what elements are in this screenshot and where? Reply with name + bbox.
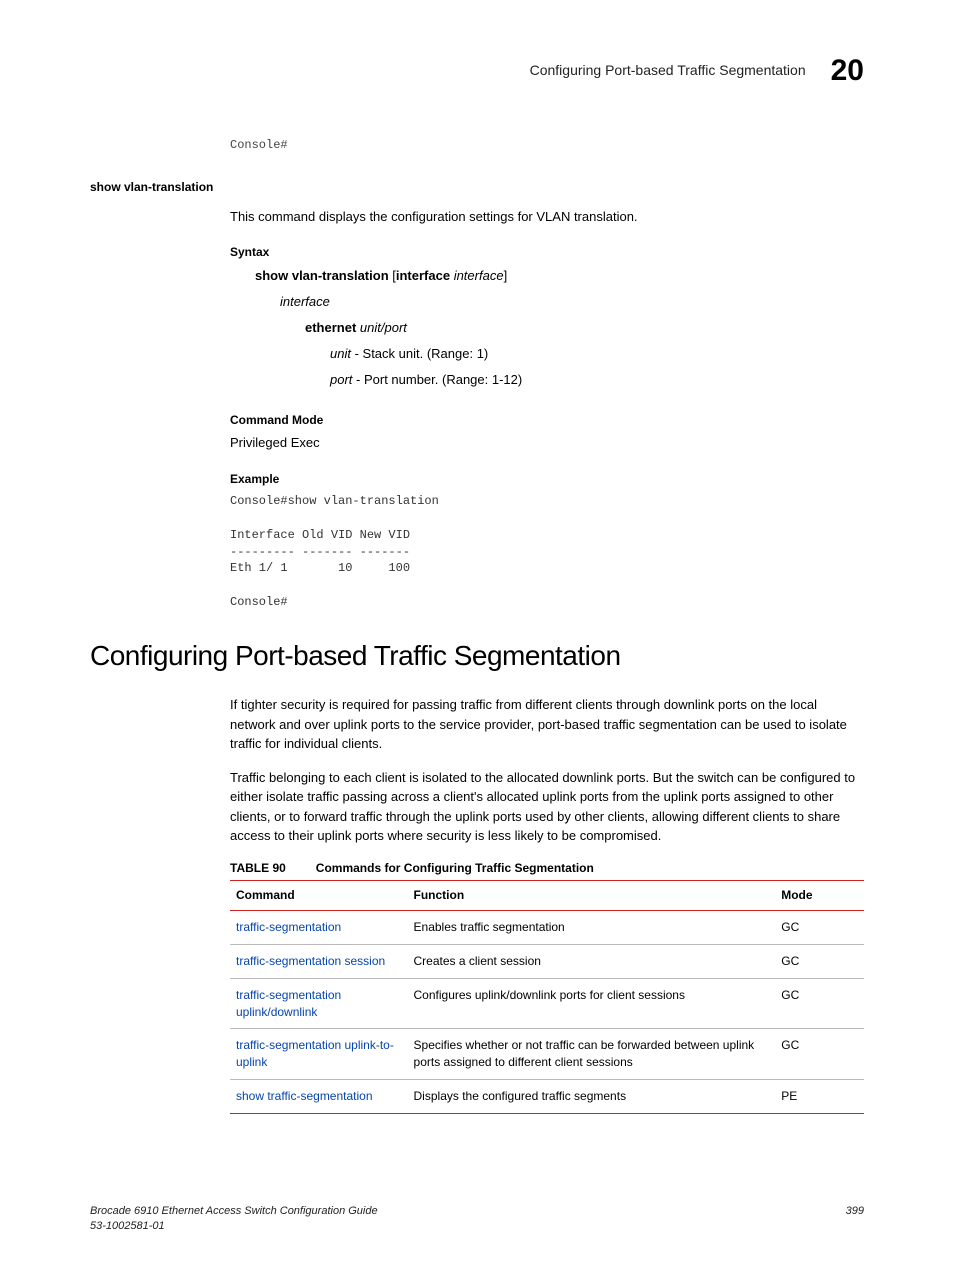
table-row: traffic-segmentation uplink/downlink Con…: [230, 978, 864, 1029]
table-row: traffic-segmentation uplink-to-uplink Sp…: [230, 1029, 864, 1080]
cmd-function: Displays the configured traffic segments: [408, 1079, 776, 1113]
param-port: port - Port number. (Range: 1-12): [330, 371, 864, 389]
console-prompt-top: Console#: [230, 137, 864, 154]
col-function: Function: [408, 881, 776, 911]
footer-doc-title: Brocade 6910 Ethernet Access Switch Conf…: [90, 1204, 378, 1219]
example-heading: Example: [230, 471, 864, 488]
syntax-heading: Syntax: [230, 244, 864, 261]
cmd-mode: PE: [775, 1079, 864, 1113]
table-caption: TABLE 90 Commands for Configuring Traffic…: [230, 860, 864, 877]
cmd-mode: GC: [775, 944, 864, 978]
chapter-number: 20: [831, 50, 864, 92]
cmd-mode: GC: [775, 1029, 864, 1080]
table-row: show traffic-segmentation Displays the c…: [230, 1079, 864, 1113]
page-footer: Brocade 6910 Ethernet Access Switch Conf…: [90, 1204, 864, 1235]
table-row: traffic-segmentation session Creates a c…: [230, 944, 864, 978]
footer-left: Brocade 6910 Ethernet Access Switch Conf…: [90, 1204, 378, 1235]
command-mode-body: Privileged Exec: [230, 434, 864, 452]
cmd-link[interactable]: traffic-segmentation: [236, 920, 341, 934]
param-interface: interface: [280, 293, 864, 311]
param-unit: unit - Stack unit. (Range: 1): [330, 345, 864, 363]
intro-para-2: Traffic belonging to each client is isol…: [230, 768, 864, 846]
cmd-link[interactable]: traffic-segmentation session: [236, 954, 385, 968]
cmd-mode: GC: [775, 978, 864, 1029]
cmd-link[interactable]: show traffic-segmentation: [236, 1089, 373, 1103]
cmd-function: Configures uplink/downlink ports for cli…: [408, 978, 776, 1029]
footer-doc-id: 53-1002581-01: [90, 1219, 378, 1234]
header-title: Configuring Port-based Traffic Segmentat…: [530, 61, 806, 81]
command-mode-heading: Command Mode: [230, 412, 864, 429]
col-mode: Mode: [775, 881, 864, 911]
cmd-function: Specifies whether or not traffic can be …: [408, 1029, 776, 1080]
cmd-link[interactable]: traffic-segmentation uplink/downlink: [236, 988, 341, 1019]
cmd-link[interactable]: traffic-segmentation uplink-to-uplink: [236, 1038, 394, 1069]
syntax-cmd: show vlan-translation: [255, 268, 389, 283]
col-command: Command: [230, 881, 408, 911]
syntax-line: show vlan-translation [interface interfa…: [255, 267, 864, 285]
example-code: Console#show vlan-translation Interface …: [230, 493, 864, 611]
command-description: This command displays the configuration …: [230, 208, 864, 226]
cmd-function: Creates a client session: [408, 944, 776, 978]
table-label: TABLE 90: [230, 861, 286, 875]
table-header-row: Command Function Mode: [230, 881, 864, 911]
command-name-heading: show vlan-translation: [90, 179, 864, 196]
cmd-function: Enables traffic segmentation: [408, 911, 776, 945]
param-ethernet: ethernet unit/port: [305, 319, 864, 337]
commands-table: Command Function Mode traffic-segmentati…: [230, 880, 864, 1113]
table-title: Commands for Configuring Traffic Segment…: [316, 861, 594, 875]
section-title: Configuring Port-based Traffic Segmentat…: [90, 636, 864, 675]
cmd-mode: GC: [775, 911, 864, 945]
page-number: 399: [846, 1204, 864, 1235]
page-header: Configuring Port-based Traffic Segmentat…: [90, 50, 864, 92]
intro-para-1: If tighter security is required for pass…: [230, 695, 864, 754]
table-row: traffic-segmentation Enables traffic seg…: [230, 911, 864, 945]
